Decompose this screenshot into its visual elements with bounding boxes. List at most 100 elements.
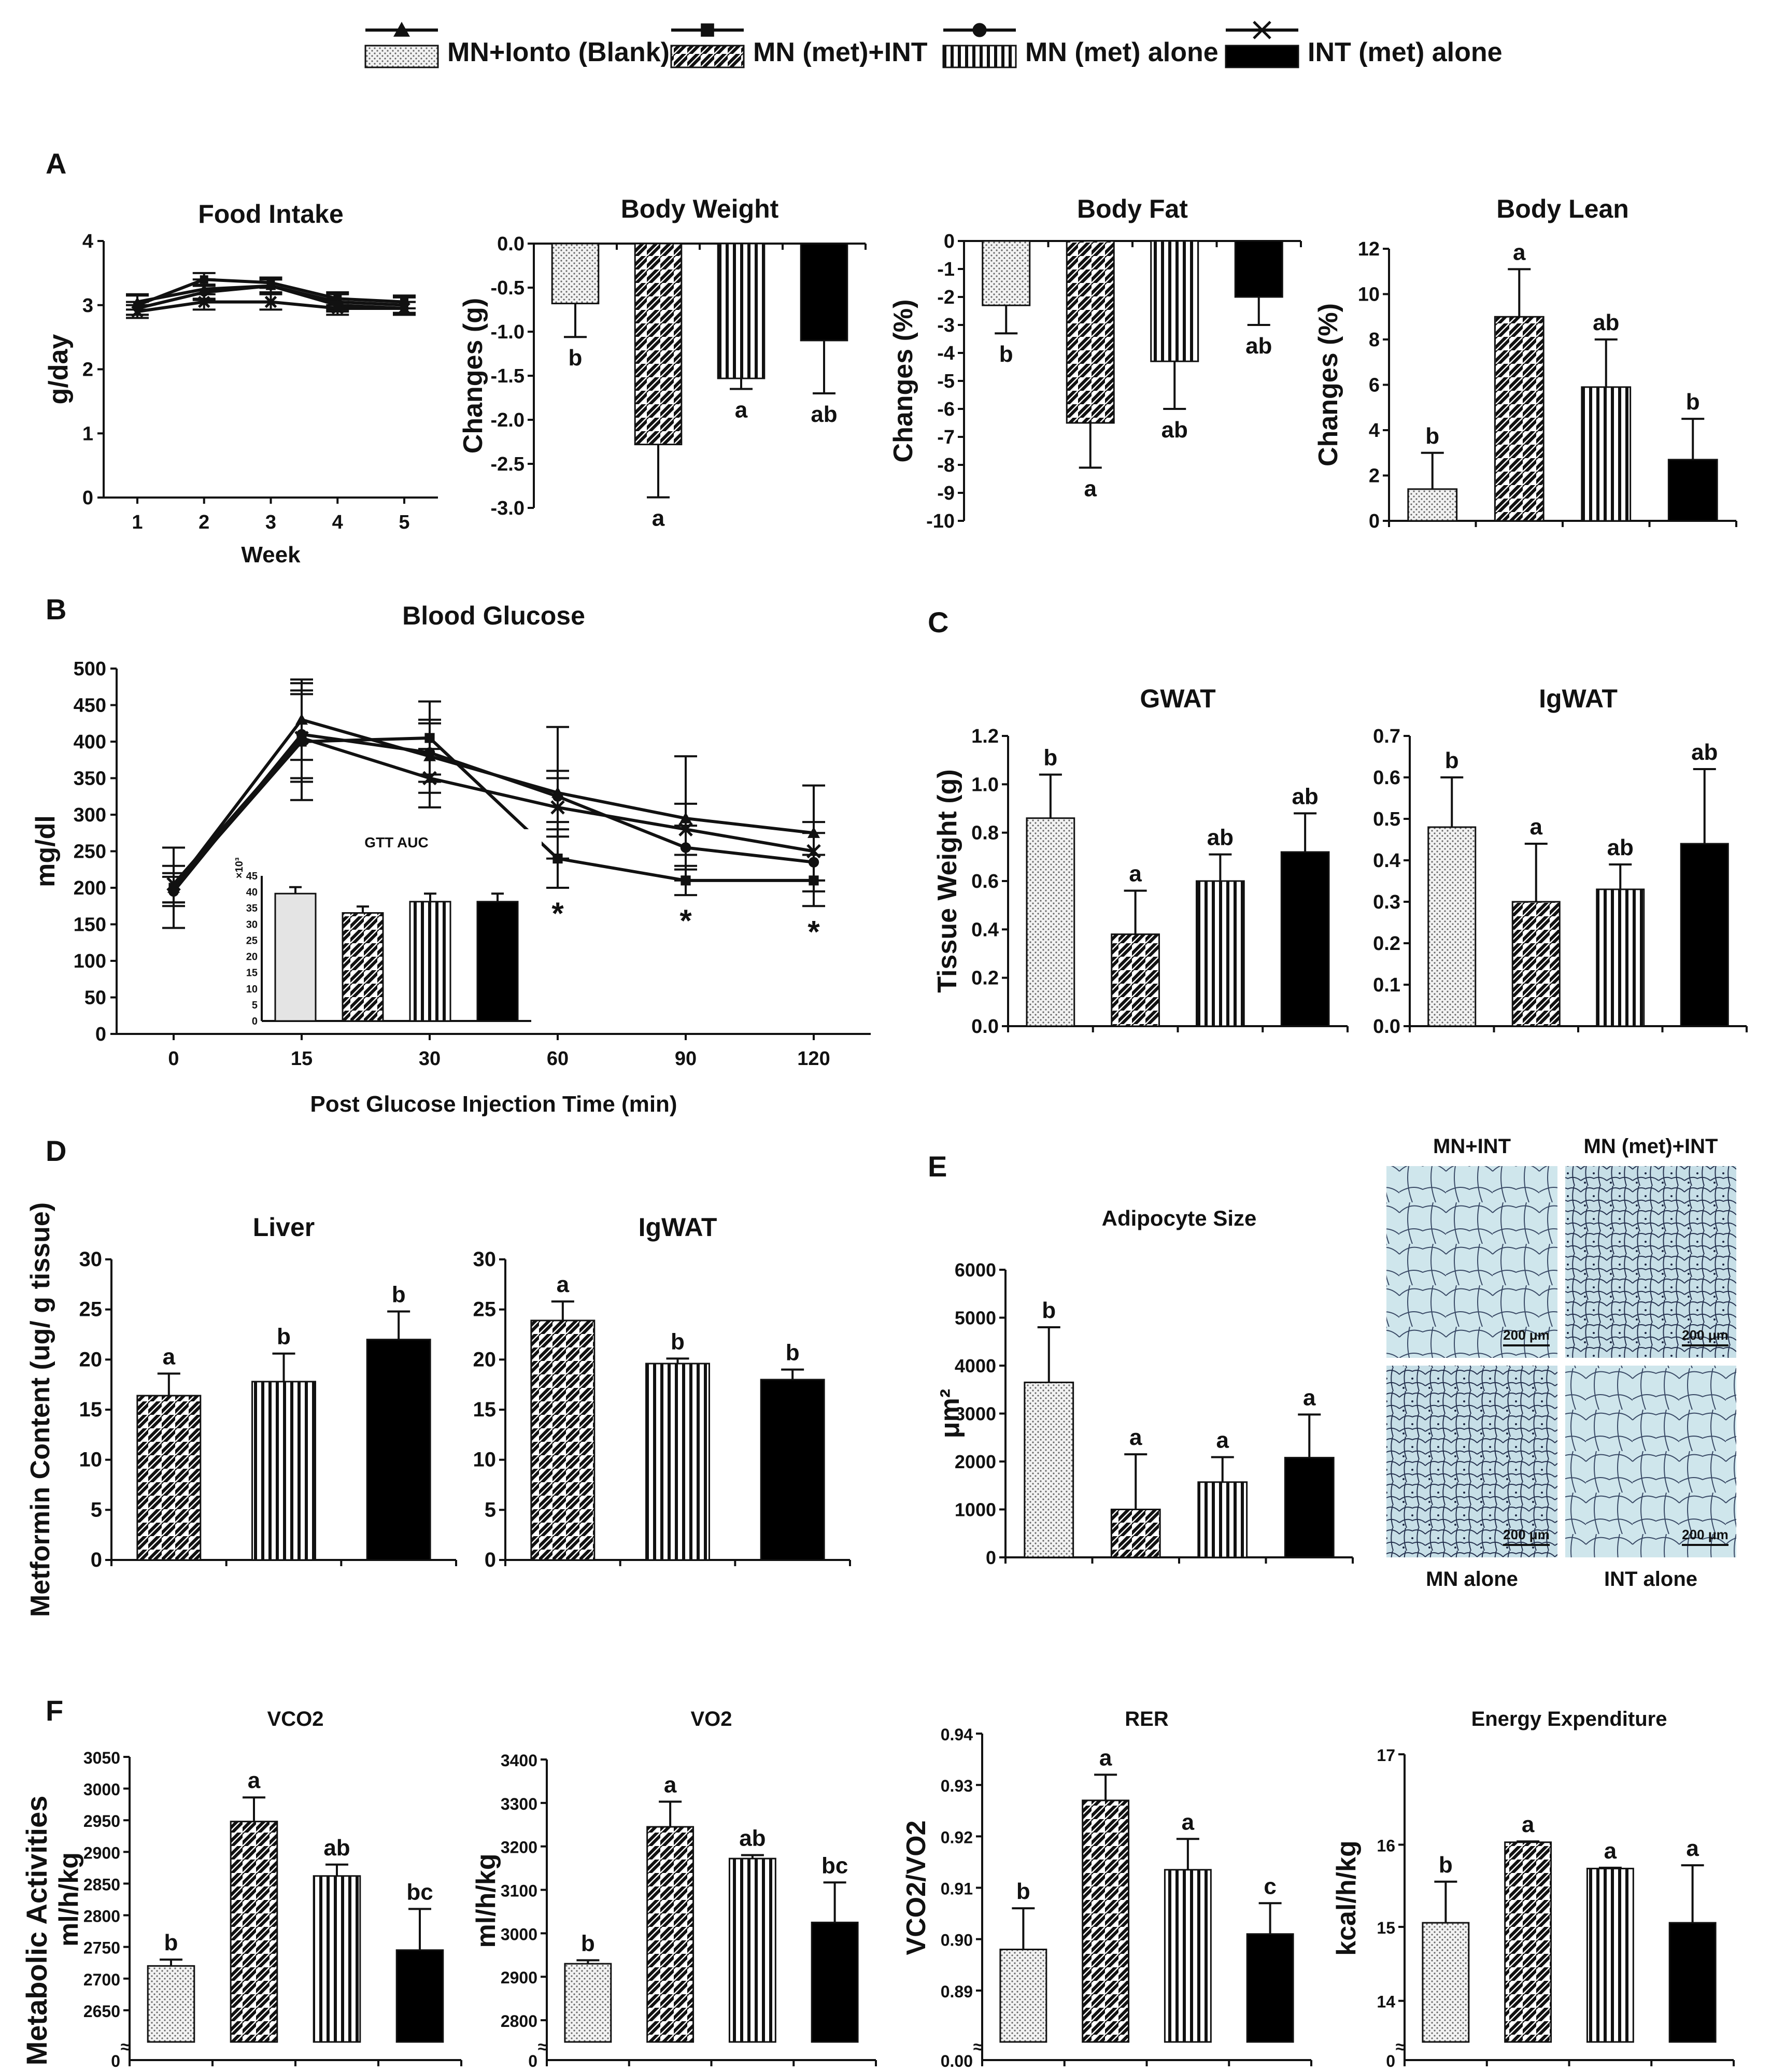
significance-letter: a <box>1303 1385 1316 1410</box>
chart-title: Body Lean <box>1496 194 1629 223</box>
data-point <box>806 844 821 859</box>
data-point <box>294 731 309 745</box>
bar <box>1427 826 1477 1027</box>
significance-letter: ab <box>1691 740 1718 765</box>
y-tick-label: 0.3 <box>1373 891 1400 913</box>
bar <box>1494 316 1545 522</box>
data-point <box>266 281 275 291</box>
error-bar <box>325 1863 348 1876</box>
y-tick-label: 2900 <box>83 1843 120 1862</box>
y-tick-label: 2000 <box>955 1451 996 1472</box>
error-bar <box>1094 1773 1117 1800</box>
y-tick-label: -2 <box>937 287 955 308</box>
y-tick-label: -0.5 <box>491 277 525 299</box>
bar <box>395 1949 444 2043</box>
significance-letter: b <box>1042 1298 1056 1323</box>
y-tick-label: 1.0 <box>971 774 999 796</box>
y-tick-label: 16 <box>1377 1836 1395 1855</box>
bar <box>1284 1457 1335 1558</box>
chart-bg: Blood Glucose050100150200250300350400450… <box>31 601 871 1117</box>
y-tick-label: -8 <box>937 455 955 476</box>
x-tick-label: 5 <box>399 512 409 533</box>
y-tick-label: 5 <box>91 1498 102 1521</box>
panel-letter-a: A <box>46 147 66 180</box>
scale-bar-label: 200 μm <box>1503 1527 1550 1542</box>
significance-letter: a <box>163 1344 176 1369</box>
legend-swatch <box>670 45 745 68</box>
y-tick-label: 0.94 <box>941 1725 973 1744</box>
chart-vco2: VCO2 2650 2700 2750 2800 2850 2900 2950 3000 3050… <box>20 1708 462 2070</box>
y-axis-label: VCO2/VO2 <box>901 1820 931 1955</box>
y-tick-label: 0 <box>485 1549 496 1571</box>
x-tick-label: 1 <box>132 512 143 533</box>
y-tick-label: 200 <box>74 877 106 899</box>
error-bar <box>157 1372 180 1396</box>
inset-y-tick-label: 30 <box>246 919 258 930</box>
error-bar <box>1681 418 1705 460</box>
chart-title: Liver <box>253 1213 315 1242</box>
y-tick-label: 1000 <box>955 1499 996 1521</box>
chart-title: Blood Glucose <box>402 601 585 630</box>
bar <box>717 243 766 379</box>
y-tick-label: -1.5 <box>491 365 525 387</box>
x-tick-label: 30 <box>419 1048 441 1070</box>
y-tick-label: 350 <box>74 768 106 790</box>
inset-bar <box>342 912 384 1022</box>
y-axis-label: Changes (%) <box>888 300 918 463</box>
panel-letter-f: F <box>46 1694 63 1727</box>
y-tick-label: 3000 <box>83 1780 120 1799</box>
y-tick-label: 150 <box>74 914 106 936</box>
data-point <box>131 305 144 318</box>
bar <box>366 1339 431 1561</box>
y-tick-label: 0.6 <box>1373 767 1400 789</box>
y-tick-label: 0.93 <box>941 1777 973 1795</box>
chart-igwat_c: IgWAT 0.0 0.1 0.2 0.3 0.4 0.5 0.6 0.7 b a ab ab <box>1373 684 1748 1038</box>
y-tick-label: 20 <box>79 1348 103 1371</box>
y-zero-label: 0 <box>111 2052 120 2070</box>
y-tick-label: 15 <box>473 1398 497 1421</box>
data-point <box>197 295 210 308</box>
significance-letter: ab <box>1207 825 1234 850</box>
inset-scale: ×10³ <box>234 857 245 878</box>
legend-marker-triangle <box>393 22 410 37</box>
y-tick-label: 250 <box>74 841 106 863</box>
significance-letter: a <box>652 506 665 531</box>
error-bar <box>1508 268 1531 317</box>
inset-error-bar <box>357 905 369 913</box>
bar <box>800 243 848 342</box>
inset-bar <box>476 901 519 1022</box>
data-point <box>264 295 277 308</box>
data-point <box>550 800 565 815</box>
y-tick-label: -1.0 <box>491 321 525 343</box>
y-tick-label: 10 <box>473 1449 497 1471</box>
significance-letter: a <box>1513 239 1526 265</box>
y-tick-label: 2800 <box>501 2012 537 2031</box>
error-bar <box>387 1310 410 1340</box>
bar <box>982 240 1031 306</box>
y-tick-label: 3100 <box>501 1882 537 1900</box>
significance-letter: a <box>1604 1838 1617 1864</box>
bar <box>645 1363 710 1561</box>
y-tick-label: 6 <box>1369 375 1380 396</box>
panel-letter-e: E <box>928 1150 947 1183</box>
error-bar <box>1037 1326 1060 1383</box>
bar <box>1680 843 1729 1027</box>
error-bar <box>647 444 670 499</box>
bar <box>999 1949 1047 2043</box>
bar <box>1511 901 1561 1027</box>
bar <box>1164 1869 1212 2043</box>
y-tick-label: 3300 <box>501 1795 537 1813</box>
significance-letter: b <box>1425 423 1439 449</box>
significance-letter: a <box>1129 861 1142 887</box>
error-bar <box>408 1908 431 1950</box>
y-tick-label: 4 <box>82 231 93 252</box>
series-x <box>162 693 825 904</box>
y-tick-label: -1 <box>937 259 955 280</box>
inset-error-bar <box>424 892 436 902</box>
panel-letter-c: C <box>928 606 948 638</box>
significance-letter: a <box>1129 1425 1142 1450</box>
y-axis-label: mg/dl <box>31 815 61 887</box>
significance-letter: a <box>1530 814 1543 840</box>
y-tick-label: -3.0 <box>491 498 525 519</box>
